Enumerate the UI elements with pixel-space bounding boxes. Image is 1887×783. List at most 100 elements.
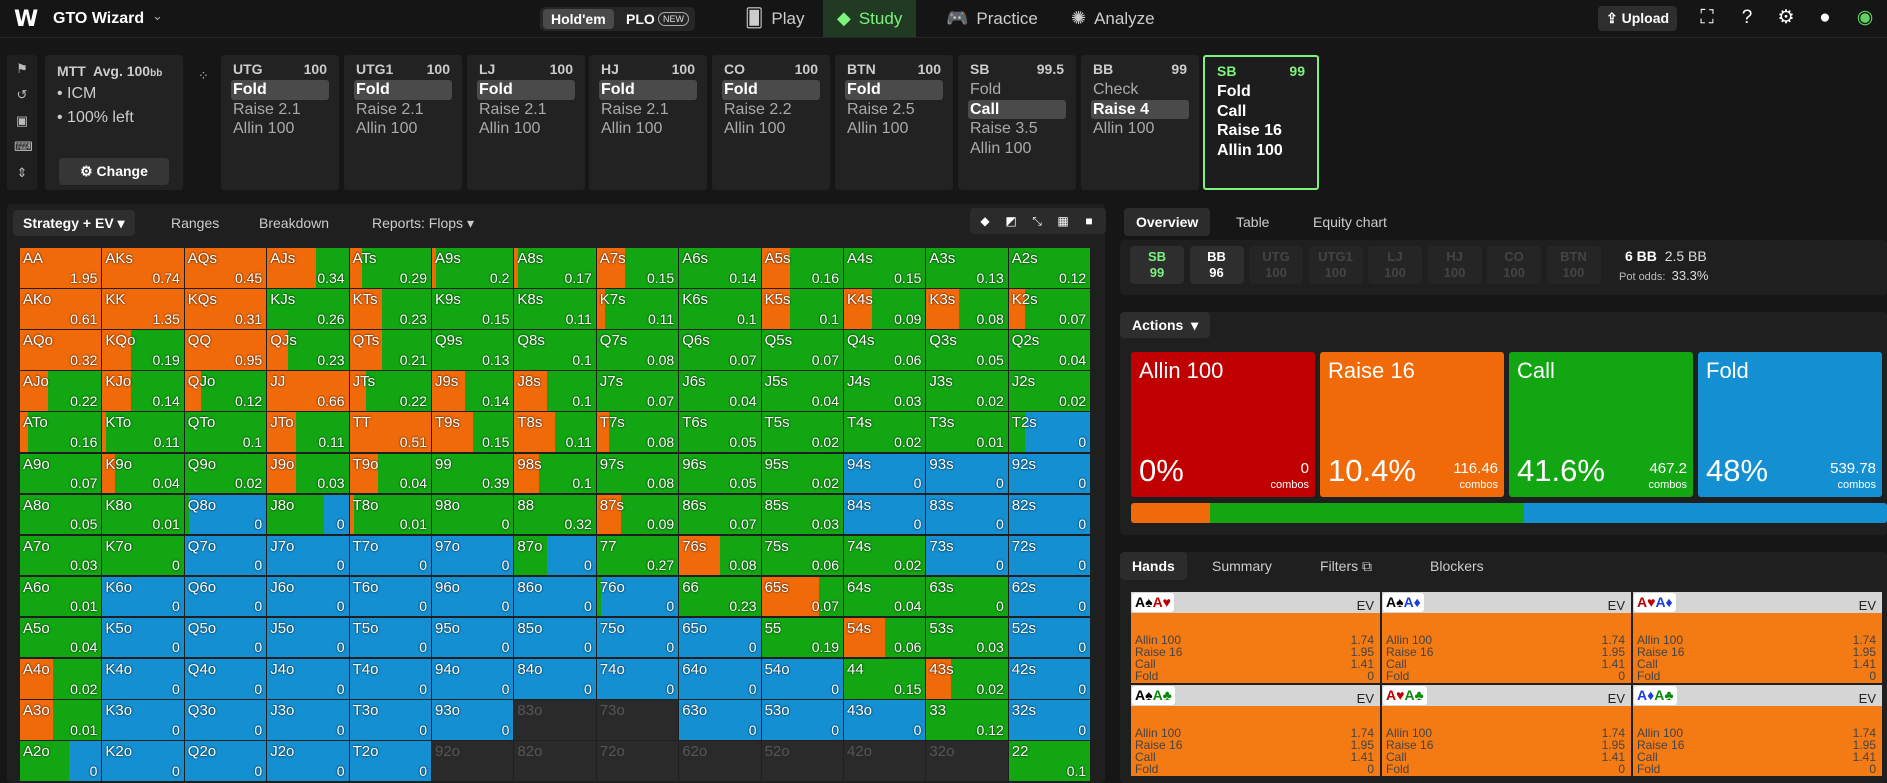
hand-cell[interactable]: T2o 0	[349, 741, 431, 781]
position-action[interactable]: Call	[1217, 102, 1247, 120]
position-action[interactable]: Call	[968, 99, 1066, 119]
hand-cell[interactable]: 66 0.23	[679, 576, 761, 617]
seat-lj[interactable]: LJ 100	[1368, 246, 1422, 284]
hand-cell[interactable]: QQ 0.95	[184, 330, 267, 370]
hand-cell[interactable]: K3s 0.08	[926, 289, 1008, 329]
hand-cell[interactable]: A8o 0.05	[20, 494, 102, 535]
hand-cell[interactable]: K5o 0	[102, 617, 184, 658]
tab-ranges[interactable]: Ranges	[161, 210, 229, 236]
position-card-hj[interactable]: HJ 100 Fold Raise 2.1 Allin 100	[589, 55, 707, 190]
hand-cell[interactable]: 82o	[514, 741, 596, 781]
hand-cell[interactable]: 96o 0	[432, 576, 514, 617]
hand-cell[interactable]: 85o 0	[514, 617, 596, 658]
position-card-utg[interactable]: UTG 100 Fold Raise 2.1 Allin 100	[221, 55, 339, 190]
seat-btn[interactable]: BTN 100	[1546, 246, 1601, 284]
hand-cell[interactable]: A4o 0.02	[20, 659, 102, 699]
hand-cell[interactable]: 97o 0	[432, 535, 514, 576]
tab-blockers[interactable]: Blockers	[1418, 552, 1496, 580]
hand-cell[interactable]: T5s 0.02	[761, 412, 843, 452]
seat-utg[interactable]: UTG 100	[1249, 246, 1303, 284]
action-box-call[interactable]: Call 41.6% 467.2 combos	[1509, 352, 1693, 497]
hand-cell[interactable]: A3o 0.01	[20, 700, 102, 740]
position-action[interactable]: Fold	[845, 80, 943, 100]
hand-cell[interactable]: 93s 0	[926, 453, 1008, 494]
hand-cell[interactable]: A4s 0.15	[844, 248, 926, 288]
hand-cell[interactable]: Q6s 0.07	[679, 330, 761, 370]
hand-cell[interactable]: T4o 0	[349, 659, 431, 699]
hand-cell[interactable]: A6o 0.01	[20, 576, 102, 617]
gto-wizard-logo[interactable]: W	[14, 7, 39, 32]
hand-cell[interactable]: A9o 0.07	[20, 453, 102, 494]
hand-cell[interactable]: 64s 0.04	[844, 576, 926, 617]
hand-cell[interactable]: T7s 0.08	[596, 412, 679, 452]
hand-cell[interactable]: 76o 0	[596, 576, 679, 617]
hand-cell[interactable]: J3s 0.02	[926, 371, 1008, 411]
hand-cell[interactable]: 98o 0	[432, 494, 514, 535]
nav-study[interactable]: ◆ Study	[823, 0, 917, 37]
hand-cell[interactable]: 62s 0	[1008, 576, 1091, 617]
hand-cell[interactable]: 85s 0.03	[761, 494, 843, 535]
help-icon[interactable]: ?	[1741, 7, 1753, 28]
hand-cell[interactable]: 87o 0	[514, 535, 596, 576]
square-icon[interactable]: ■	[1085, 214, 1093, 228]
hand-cell[interactable]: K4o 0	[102, 659, 184, 699]
save-icon[interactable]: ▣	[15, 113, 29, 128]
hand-cell[interactable]: K7s 0.11	[596, 289, 679, 329]
grid-icon[interactable]: ▦	[1057, 214, 1069, 228]
hand-cell[interactable]: Q2s 0.04	[1008, 330, 1091, 370]
user-icon[interactable]: ●	[1819, 7, 1831, 28]
hand-cell[interactable]: A2o 0	[20, 741, 102, 781]
hand-cell[interactable]: ATs 0.29	[349, 248, 431, 288]
position-action[interactable]: Fold	[599, 80, 697, 100]
hand-cell[interactable]: 98s 0.1	[514, 453, 596, 494]
hand-cell[interactable]: AA 1.95	[20, 248, 102, 288]
hand-cell[interactable]: K7o 0	[102, 535, 184, 576]
hand-cell[interactable]: 62o	[679, 741, 761, 781]
hand-cell[interactable]: 63s 0	[926, 576, 1008, 617]
hand-cell[interactable]: K6o 0	[102, 576, 184, 617]
position-action[interactable]: Fold	[354, 80, 452, 100]
position-action[interactable]: Allin 100	[970, 139, 1032, 157]
hand-cell[interactable]: T5o 0	[349, 617, 431, 658]
hand-cell[interactable]: 84o 0	[514, 659, 596, 699]
hand-cell[interactable]: J9s 0.14	[432, 371, 514, 411]
position-action[interactable]: Raise 2.1	[479, 100, 547, 118]
settings-dots-icon[interactable]: ⁘	[198, 68, 209, 83]
hand-cell[interactable]: 97s 0.08	[596, 453, 679, 494]
hand-cell[interactable]: 32o	[926, 741, 1008, 781]
holdem-toggle[interactable]: Hold'em	[543, 9, 614, 29]
hand-cell[interactable]: K3o 0	[102, 700, 184, 740]
seat-sb[interactable]: SB 99	[1130, 246, 1184, 284]
upload-button[interactable]: ⇪ Upload	[1598, 6, 1678, 31]
position-action[interactable]: Allin 100	[724, 120, 786, 137]
hand-cell[interactable]: AQs 0.45	[184, 248, 267, 288]
position-action[interactable]: Raise 4	[1091, 99, 1189, 119]
nav-analyze[interactable]: ✺ Analyze	[1057, 0, 1169, 37]
position-action[interactable]: Allin 100	[601, 120, 663, 137]
hand-combo-card[interactable]: A♠A♦ EV Allin 100 1.74 Raise 16 1.95 Call 1.41 F…	[1382, 592, 1631, 683]
hand-cell[interactable]: KJo 0.14	[102, 371, 184, 411]
hand-cell[interactable]: Q9s 0.13	[432, 330, 514, 370]
hand-cell[interactable]: J7s 0.07	[596, 371, 679, 411]
hand-cell[interactable]: T3s 0.01	[926, 412, 1008, 452]
hand-cell[interactable]: K9o 0.04	[102, 453, 184, 494]
hand-cell[interactable]: Q7s 0.08	[596, 330, 679, 370]
hand-cell[interactable]: K2o 0	[102, 741, 184, 781]
action-box-fold[interactable]: Fold 48% 539.78 combos	[1698, 352, 1882, 497]
position-action[interactable]: Raise 2.1	[356, 100, 424, 118]
hand-cell[interactable]: T6o 0	[349, 576, 431, 617]
hand-cell[interactable]: J4s 0.03	[844, 371, 926, 411]
expand-icon[interactable]: ⇕	[16, 165, 28, 180]
hand-cell[interactable]: A5s 0.16	[761, 248, 843, 288]
history-icon[interactable]: ↺	[16, 87, 28, 102]
hand-combo-card[interactable]: A♠A♥ EV Allin 100 1.74 Raise 16 1.95 Call 1.41 F…	[1131, 592, 1380, 683]
hand-cell[interactable]: Q3s 0.05	[926, 330, 1008, 370]
hand-cell[interactable]: T9o 0.04	[349, 453, 431, 494]
hand-cell[interactable]: 54s 0.06	[844, 617, 926, 658]
hand-cell[interactable]: KTo 0.11	[102, 412, 184, 452]
tab-strategy-ev[interactable]: Strategy + EV ▾	[13, 210, 135, 236]
hand-cell[interactable]: AKo 0.61	[20, 289, 102, 329]
hand-cell[interactable]: 73o	[596, 700, 679, 740]
hand-cell[interactable]: 83s 0	[926, 494, 1008, 535]
cube-icon[interactable]: ◆	[980, 214, 990, 228]
